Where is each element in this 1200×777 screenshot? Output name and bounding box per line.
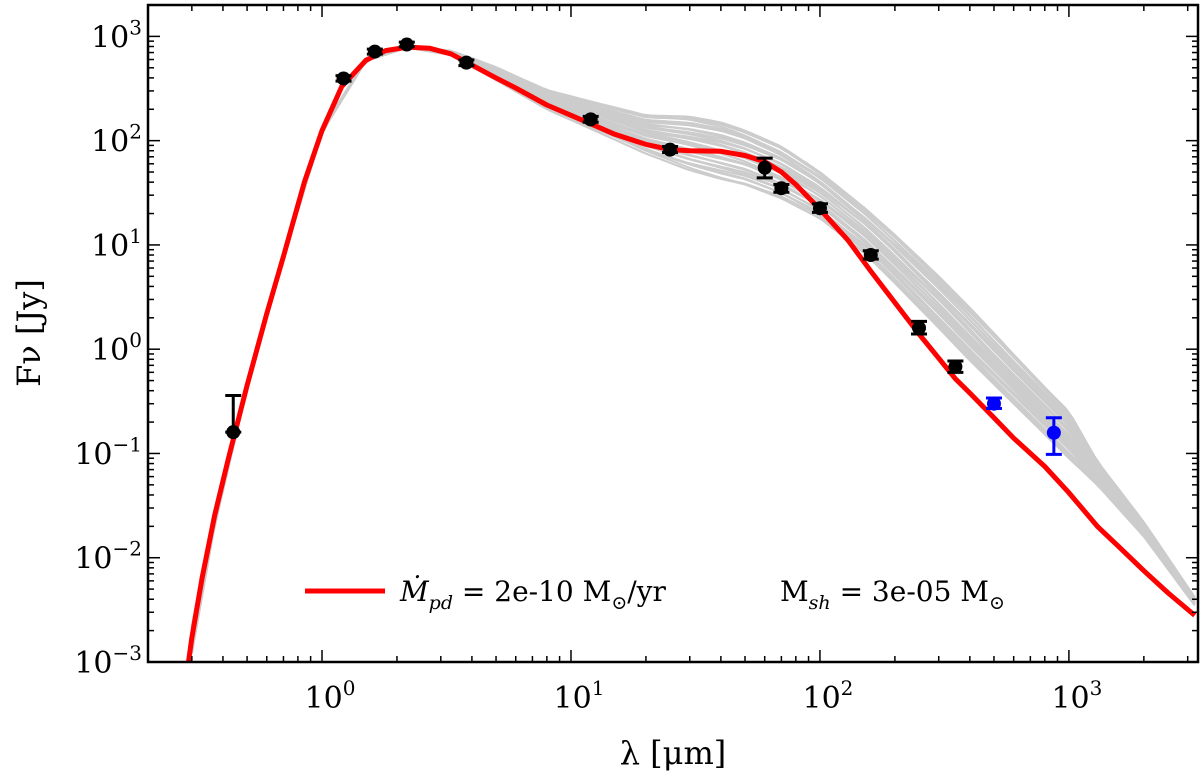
data-marker bbox=[336, 71, 351, 86]
data-marker bbox=[459, 55, 474, 70]
x-tick-label: 101 bbox=[554, 676, 605, 716]
axis-ticks bbox=[147, 4, 1198, 663]
legend: Ṁpd = 2e-10 M⊙/yr Msh = 3e-05 M⊙ bbox=[305, 575, 1005, 614]
observation-point bbox=[911, 319, 928, 336]
observation-point bbox=[947, 359, 964, 374]
model-curve bbox=[190, 46, 1196, 641]
plot-frame bbox=[146, 3, 1200, 664]
data-marker bbox=[948, 359, 963, 374]
observation-point bbox=[985, 396, 1002, 411]
observation-point bbox=[862, 248, 879, 263]
x-axis-label: λ [μm] bbox=[620, 734, 727, 772]
observation-point bbox=[1045, 416, 1062, 456]
legend-mdot-sub: pd bbox=[429, 592, 453, 614]
x-tick-label: 103 bbox=[1051, 676, 1102, 716]
data-marker bbox=[226, 425, 241, 440]
legend-mdot-value: = 2e-10 M bbox=[453, 575, 611, 608]
y-tick-label: 10−3 bbox=[74, 641, 142, 681]
data-marker bbox=[399, 37, 414, 52]
model-curve bbox=[190, 46, 1196, 640]
observation-point bbox=[458, 55, 475, 70]
legend-msh-symbol: M bbox=[780, 575, 809, 608]
y-tick-label: 100 bbox=[91, 328, 142, 368]
observation-point bbox=[662, 142, 679, 157]
observation-point bbox=[582, 112, 599, 127]
observations-layer bbox=[225, 37, 1062, 456]
legend-label: Ṁpd = 2e-10 M⊙/yr bbox=[399, 575, 666, 614]
data-marker bbox=[367, 44, 382, 59]
observation-point bbox=[335, 71, 352, 86]
best-fit-curve bbox=[185, 44, 1197, 662]
data-marker bbox=[863, 248, 878, 263]
model-curve bbox=[190, 46, 1196, 636]
y-tick-label: 10−1 bbox=[74, 432, 142, 472]
data-marker bbox=[986, 396, 1001, 411]
legend-msh-value: = 3e-05 M bbox=[831, 575, 989, 608]
data-marker bbox=[583, 112, 598, 127]
y-axis-label: Fν [Jy] bbox=[10, 279, 48, 387]
y-tick-label: 101 bbox=[91, 224, 142, 264]
observation-point bbox=[398, 37, 415, 52]
legend-mdot-unit: /yr bbox=[627, 575, 666, 608]
x-tick-label: 102 bbox=[802, 676, 853, 716]
y-tick-label: 10−2 bbox=[74, 537, 142, 577]
y-tick-label: 103 bbox=[91, 15, 142, 55]
observation-point bbox=[756, 156, 773, 180]
data-marker bbox=[757, 160, 772, 175]
best-fit-layer bbox=[185, 44, 1197, 662]
model-curve bbox=[190, 46, 1196, 641]
data-marker bbox=[912, 320, 927, 335]
legend-sun-symbol-2: ⊙ bbox=[989, 592, 1005, 614]
data-marker bbox=[663, 142, 678, 157]
model-curve bbox=[190, 46, 1196, 641]
data-marker bbox=[1046, 425, 1061, 440]
x-tick-label: 100 bbox=[305, 676, 356, 716]
legend-sun-symbol-1: ⊙ bbox=[611, 592, 627, 614]
data-marker bbox=[812, 201, 827, 216]
observation-point bbox=[225, 393, 242, 440]
tick-labels: 100 101 102 103 10−3 10−2 10−1 100 101 102 103 bbox=[74, 15, 1102, 716]
legend-label-msh: Msh = 3e-05 M⊙ bbox=[780, 575, 1005, 614]
data-marker bbox=[774, 181, 789, 196]
model-grid-curves bbox=[190, 45, 1196, 654]
observation-point bbox=[811, 201, 828, 216]
observation-point bbox=[773, 181, 790, 196]
legend-mdot-symbol: Ṁ bbox=[399, 575, 430, 608]
y-tick-label: 102 bbox=[91, 120, 142, 160]
legend-msh-sub: sh bbox=[809, 592, 831, 614]
observation-point bbox=[366, 44, 383, 59]
